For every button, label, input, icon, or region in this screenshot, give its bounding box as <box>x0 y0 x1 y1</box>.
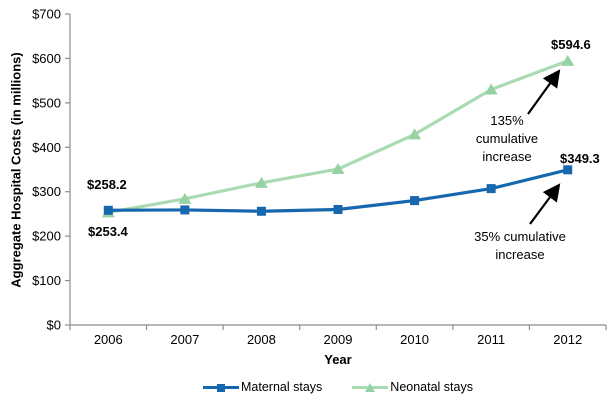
y-tick-label: $700 <box>32 7 61 22</box>
y-tick-label: $300 <box>32 184 61 199</box>
square-marker-icon <box>180 205 190 215</box>
triangle-marker-icon <box>561 54 575 66</box>
x-tick-label: 2010 <box>400 332 429 347</box>
legend-label-neonatal: Neonatal stays <box>390 380 473 394</box>
annotation-arrows <box>527 69 561 225</box>
y-tick-label: $100 <box>32 273 61 288</box>
square-marker-icon <box>563 165 573 175</box>
x-tick-label: 2009 <box>324 332 353 347</box>
annotation-neonatal-increase: 135% cumulative increase <box>475 113 539 164</box>
x-axis-title: Year <box>324 352 352 367</box>
legend-item-neonatal: Neonatal stays <box>352 380 473 394</box>
legend-sample-maternal <box>203 381 240 393</box>
square-marker-icon <box>256 206 266 216</box>
y-tick-label: $200 <box>32 229 61 244</box>
legend-item-maternal: Maternal stays <box>203 380 322 394</box>
y-axis-title: Aggregate Hospital Costs (in millions) <box>8 52 24 288</box>
triangle-marker-icon <box>408 128 422 140</box>
triangle-marker-icon <box>178 192 192 204</box>
square-marker-icon <box>410 196 420 206</box>
arrow-icon <box>527 69 561 115</box>
triangle-marker-icon <box>365 383 376 392</box>
series-maternal-stays <box>103 165 573 216</box>
square-marker-icon <box>486 184 496 194</box>
annotation-maternal-increase: 35% cumulative increase <box>474 229 566 262</box>
data-label-neonatal-2006: $253.4 <box>88 224 128 239</box>
x-tick-label: 2007 <box>170 332 199 347</box>
arrow-icon <box>529 183 561 225</box>
data-label-maternal-2006: $258.2 <box>87 177 127 192</box>
x-tick-label: 2008 <box>247 332 276 347</box>
x-tick-label: 2011 <box>477 332 505 347</box>
y-tick-label: $0 <box>47 318 61 333</box>
y-tick-label: $500 <box>32 95 61 110</box>
square-marker-icon <box>217 384 226 392</box>
x-tick-label: 2012 <box>553 332 582 347</box>
axes: $0 $100 $200 $300 $400 $500 $600 $700 2006 2007 20… <box>32 7 607 347</box>
triangle-marker-icon <box>484 83 498 95</box>
triangle-marker-icon <box>254 176 268 188</box>
legend: Maternal stays Neonatal stays <box>70 380 606 394</box>
data-label-maternal-2012: $349.3 <box>560 151 600 166</box>
legend-label-maternal: Maternal stays <box>241 380 323 394</box>
triangle-marker-icon <box>331 163 345 175</box>
x-tick-label: 2006 <box>94 332 123 347</box>
y-tick-label: $600 <box>32 51 61 66</box>
data-label-neonatal-2012: $594.6 <box>551 37 591 52</box>
square-marker-icon <box>333 204 343 214</box>
square-marker-icon <box>103 205 113 215</box>
y-tick-label: $400 <box>32 140 61 155</box>
legend-sample-neonatal <box>352 381 389 393</box>
